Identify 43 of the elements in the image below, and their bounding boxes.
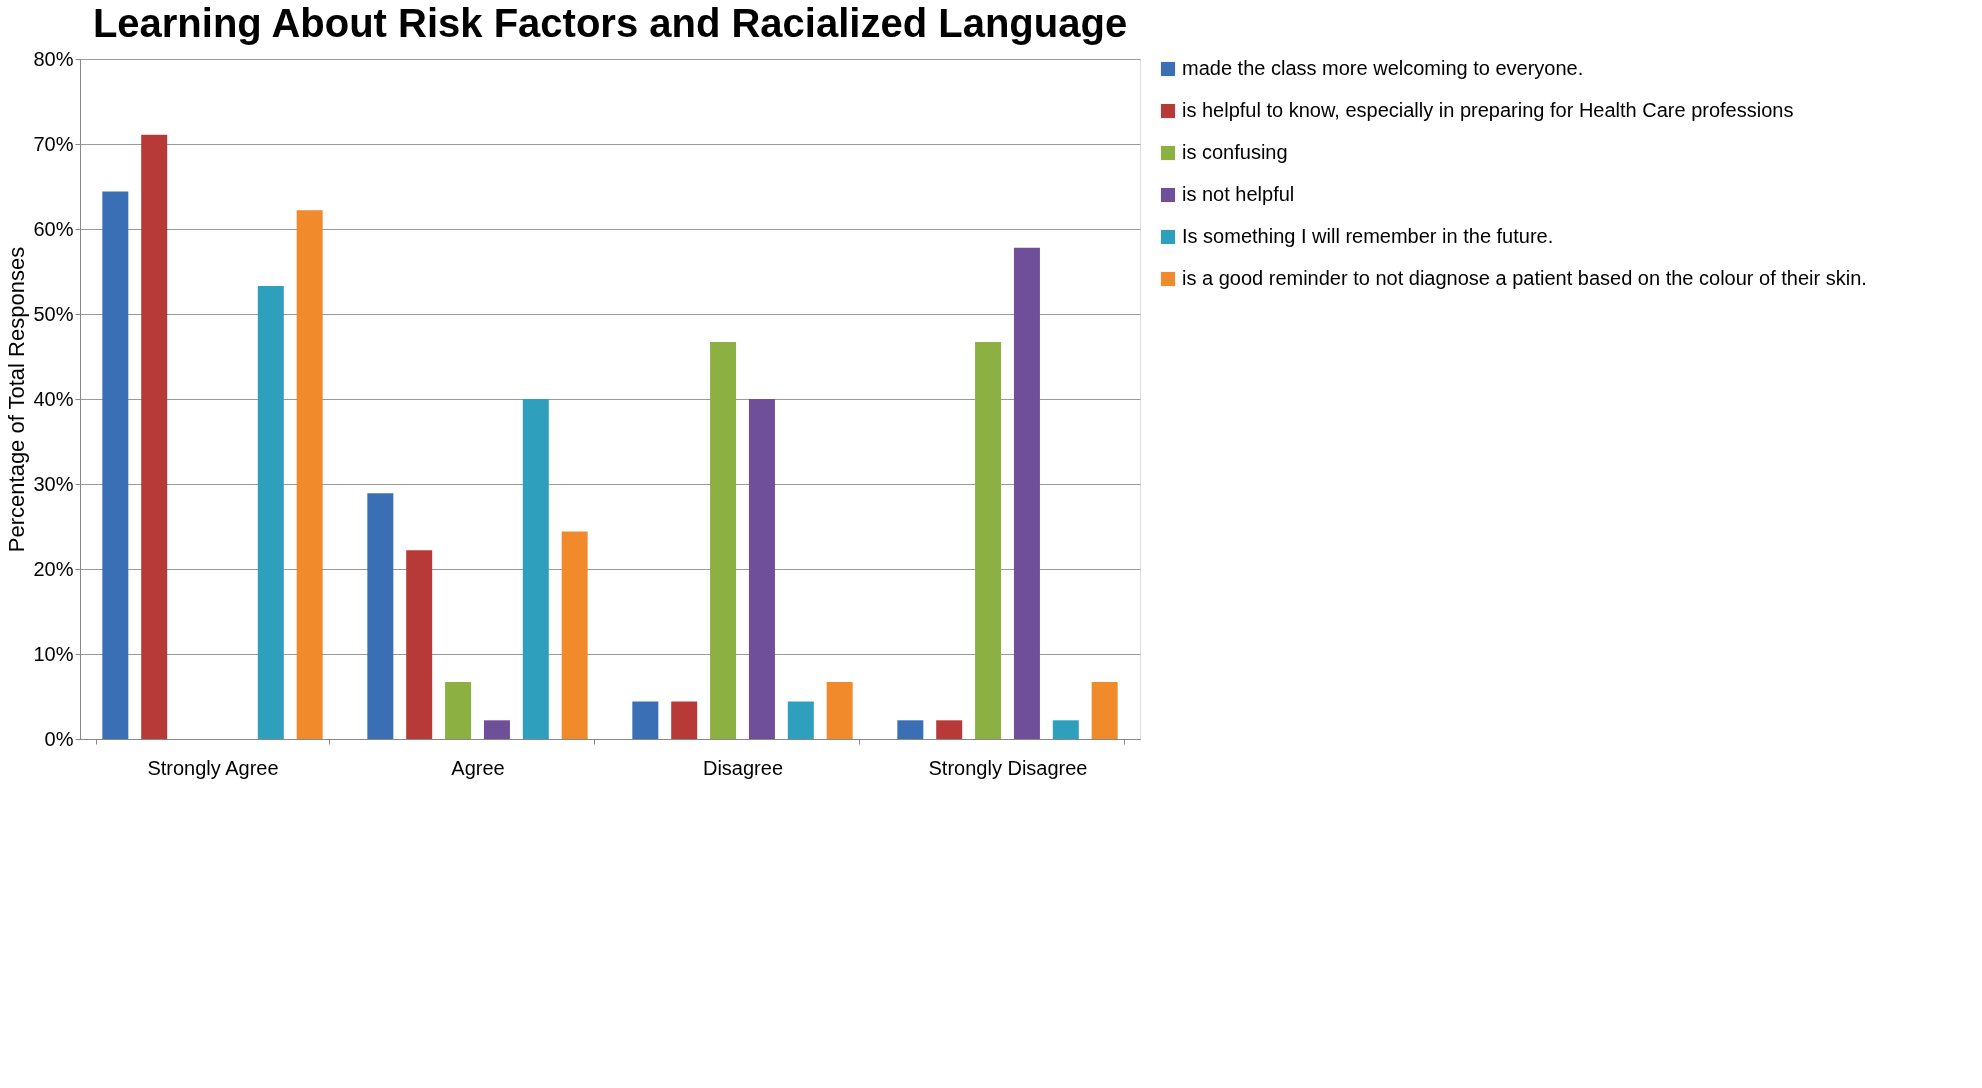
bar [632,701,659,739]
y-tick-label: 10% [33,642,74,665]
bar [897,720,924,739]
legend-label: is not helpful [1182,183,1295,205]
x-tick-label: Strongly Agree [147,756,279,779]
bar [975,342,1002,739]
y-tick-label: 50% [33,302,74,325]
bar [257,285,284,739]
bar [141,134,168,739]
legend-label: is helpful to know, especially in preparing for Health Care professions [1182,99,1794,121]
bar [936,720,963,739]
bar [296,210,323,739]
bar [1013,247,1040,739]
legend-label: Is something I will remember in the future. [1182,225,1554,247]
bar [102,191,129,739]
bar [483,720,510,739]
y-tick-label: 0% [44,727,74,750]
bar [710,342,737,739]
bar [522,399,549,739]
legend-label: is confusing [1182,141,1288,163]
bar [406,550,433,739]
bar [561,531,588,739]
x-tick-label: Disagree [702,756,784,779]
bar [1052,720,1079,739]
y-tick-label: 40% [33,387,74,410]
x-tick-label: Agree [451,756,505,779]
y-tick-label: 80% [33,47,74,70]
y-tick-label: 60% [33,217,74,240]
bar [748,399,775,739]
y-tick-label: 70% [33,132,74,155]
x-tick-label: Strongly Disagree [928,756,1088,779]
chart-title: Learning About Risk Factors and Racialized Language [92,1,1128,45]
bar [367,493,394,739]
y-tick-label: 30% [33,472,74,495]
legend-label: is a good reminder to not diagnose a patient based on the colour of their skin. [1182,267,1867,289]
y-tick-label: 20% [33,557,74,580]
bar [826,682,853,739]
y-axis-title: Percentage of Total Responses [4,246,30,553]
legend-label: made the class more welcoming to everyone. [1182,57,1584,79]
bar [787,701,814,739]
bar [1091,682,1118,739]
bar [671,701,698,739]
bar [445,682,472,739]
